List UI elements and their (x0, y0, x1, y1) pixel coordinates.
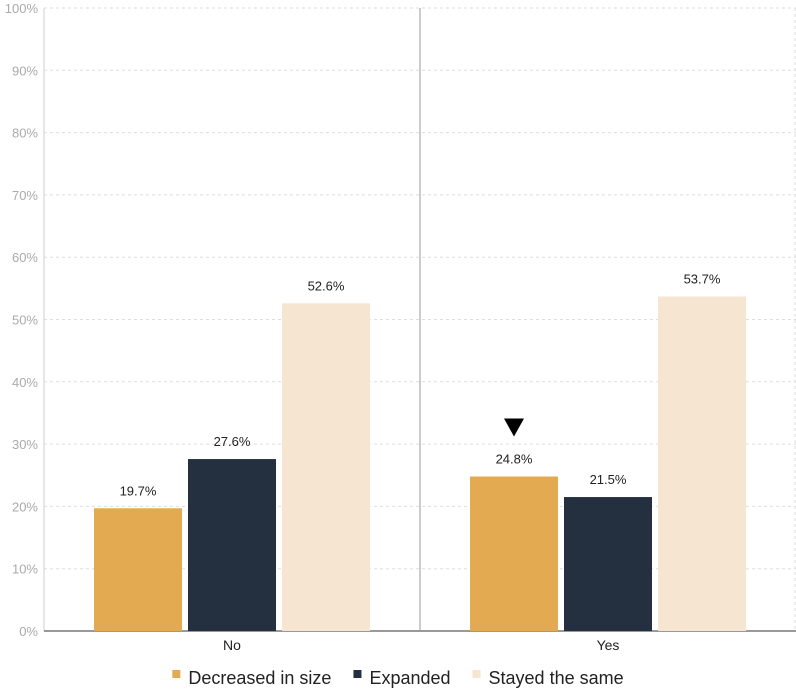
legend-label: Decreased in size (188, 668, 331, 688)
y-tick-label: 40% (12, 375, 38, 390)
y-tick-label: 20% (12, 499, 38, 514)
y-tick-label: 60% (12, 250, 38, 265)
data-label: 24.8% (496, 451, 533, 466)
y-tick-label: 0% (19, 624, 38, 639)
y-tick-label: 30% (12, 437, 38, 452)
data-label: 19.7% (120, 483, 157, 498)
data-label: 27.6% (214, 434, 251, 449)
legend-swatch (472, 670, 481, 678)
bar (94, 508, 182, 631)
legend-swatch (353, 670, 362, 678)
x-tick-label: Yes (597, 637, 620, 653)
legend-swatch (172, 670, 181, 678)
bar (564, 497, 652, 631)
y-tick-label: 80% (12, 126, 38, 141)
y-tick-label: 10% (12, 562, 38, 577)
bar (658, 296, 746, 631)
data-label: 21.5% (590, 472, 627, 487)
y-tick-label: 50% (12, 313, 38, 328)
y-tick-label: 70% (12, 188, 38, 203)
legend-label: Stayed the same (489, 668, 624, 688)
x-tick-label: No (223, 637, 241, 653)
data-label: 52.6% (308, 278, 345, 293)
bar (188, 459, 276, 631)
y-tick-label: 100% (5, 1, 39, 16)
y-tick-label: 90% (12, 63, 38, 78)
data-label: 53.7% (684, 271, 721, 286)
legend-label: Expanded (369, 668, 450, 688)
bar (282, 303, 370, 631)
bar (470, 476, 558, 631)
marker-triangle (504, 418, 524, 437)
